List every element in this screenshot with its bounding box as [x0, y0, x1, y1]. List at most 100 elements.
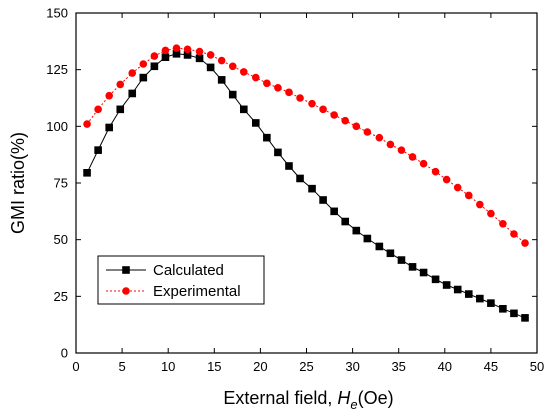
data-point [206, 51, 215, 59]
x-tick-label: 20 [253, 359, 267, 374]
data-point [240, 105, 248, 114]
data-point [487, 299, 495, 307]
data-point [352, 226, 361, 235]
data-point [386, 249, 395, 258]
data-point [431, 275, 440, 284]
data-point [386, 140, 395, 149]
data-point [408, 263, 417, 271]
data-point [105, 123, 113, 132]
data-point [183, 51, 192, 59]
data-point [83, 120, 91, 128]
y-tick-label: 50 [54, 232, 68, 247]
data-point [487, 209, 495, 218]
data-point [375, 133, 384, 142]
data-point [263, 133, 271, 142]
data-point [499, 220, 507, 228]
x-axis-label-symbol: H [337, 388, 351, 408]
data-point [150, 52, 159, 60]
y-tick-label: 125 [46, 62, 68, 77]
data-point [139, 73, 148, 82]
data-point [464, 290, 473, 298]
data-point [128, 89, 137, 98]
data-point [228, 90, 237, 99]
data-point [442, 175, 451, 184]
data-point [105, 91, 113, 100]
x-tick-label: 40 [438, 359, 452, 374]
data-point [330, 111, 338, 119]
data-point [341, 217, 350, 226]
data-point [308, 99, 316, 108]
data-point [161, 53, 170, 61]
x-tick-label: 25 [299, 359, 313, 374]
data-point [453, 183, 462, 192]
data-point [330, 207, 338, 216]
data-point [206, 63, 215, 72]
data-point [397, 256, 406, 264]
y-axis-label: GMI ratio(%) [8, 132, 28, 234]
data-point [363, 128, 372, 136]
data-point [195, 47, 204, 56]
data-point [228, 62, 237, 71]
data-point [431, 167, 440, 176]
data-point [195, 54, 204, 63]
data-point [319, 196, 327, 204]
x-axis-label-prefix: External field, [223, 388, 337, 408]
y-tick-label: 150 [46, 6, 68, 21]
y-tick-label: 100 [46, 119, 68, 134]
x-axis-label-unit: (Oe) [358, 388, 394, 408]
data-point [240, 68, 248, 76]
data-point [94, 105, 102, 114]
data-point [116, 80, 125, 89]
data-point [521, 314, 529, 322]
data-point [319, 105, 327, 114]
data-point [521, 239, 529, 247]
data-point [251, 73, 260, 82]
data-point [285, 88, 293, 97]
data-point [341, 116, 350, 125]
data-point [408, 153, 417, 161]
data-point [285, 162, 293, 170]
series-experimental [83, 44, 529, 247]
data-point [128, 69, 137, 77]
data-point [172, 50, 181, 58]
data-point [274, 84, 282, 92]
y-tick-label: 0 [61, 346, 68, 361]
data-point [116, 105, 125, 114]
data-point [251, 119, 260, 127]
legend: Calculated Experimental [97, 255, 265, 305]
data-point [94, 146, 102, 154]
legend-marker [122, 287, 130, 295]
x-tick-label: 50 [530, 359, 544, 374]
legend-item-calculated: Calculated [106, 262, 224, 279]
data-point [476, 294, 484, 303]
data-point [83, 169, 91, 177]
data-point [308, 184, 316, 193]
x-tick-label: 0 [72, 359, 79, 374]
legend-entries: Calculated Experimental [106, 262, 241, 300]
data-point [352, 122, 361, 131]
x-axis-label: External field, He(Oe) [223, 388, 393, 412]
data-point [476, 200, 484, 209]
data-point [510, 230, 518, 238]
legend-item-experimental: Experimental [106, 283, 241, 300]
data-point [172, 44, 181, 52]
data-point [510, 309, 518, 318]
data-point [397, 146, 406, 154]
x-tick-label: 30 [345, 359, 359, 374]
legend-label: Experimental [153, 283, 241, 300]
data-point [161, 46, 170, 55]
series-layer [83, 44, 529, 322]
series-line [86, 47, 526, 244]
data-point [139, 60, 148, 68]
x-axis-label-subscript: e [350, 397, 357, 412]
y-tick-label: 75 [54, 176, 68, 191]
data-point [419, 159, 428, 168]
ticks-layer: 0 5 10 15 20 25 30 35 40 45 50 0 25 50 75 100 125 150 [46, 6, 544, 375]
legend-box [97, 255, 265, 305]
data-point [375, 242, 384, 251]
x-tick-label: 35 [391, 359, 405, 374]
data-point [499, 305, 507, 313]
x-tick-label: 5 [118, 359, 125, 374]
